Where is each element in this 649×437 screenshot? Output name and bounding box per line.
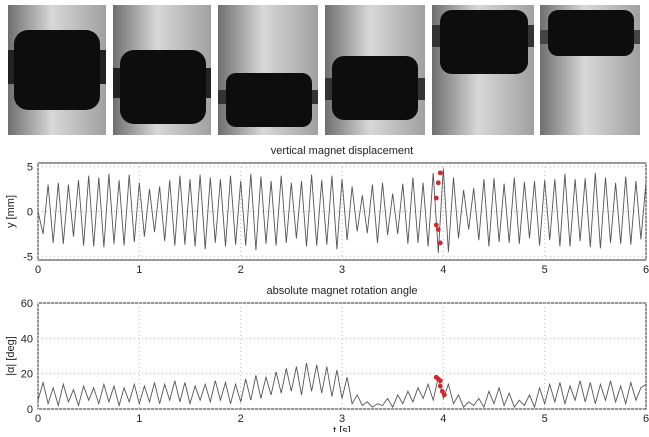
- x-tick-label: 4: [440, 413, 446, 425]
- y-tick-label: 40: [21, 333, 33, 345]
- marker-point: [441, 392, 447, 398]
- photo: [218, 5, 318, 135]
- chart-title: vertical magnet displacement: [271, 145, 413, 157]
- x-tick-label: 0: [35, 413, 41, 425]
- y-tick-label: -5: [23, 251, 33, 263]
- x-tick-label: 5: [542, 264, 548, 276]
- marker-point: [437, 378, 443, 384]
- y-tick-label: 60: [21, 298, 33, 310]
- x-tick-label: 4: [440, 264, 446, 276]
- y-tick-label: 0: [27, 207, 33, 219]
- photo-strip: [8, 5, 640, 135]
- photo: [325, 5, 425, 135]
- marker-point: [437, 240, 443, 246]
- marker-point: [439, 388, 445, 394]
- x-tick-label: 5: [542, 413, 548, 425]
- x-tick-label: 6: [643, 264, 649, 276]
- marker-point: [433, 195, 439, 201]
- photo: [113, 5, 211, 135]
- photo: [540, 5, 640, 135]
- x-tick-label: 2: [238, 413, 244, 425]
- data-line: [37, 168, 647, 253]
- x-tick-label: 0: [35, 264, 41, 276]
- x-axis-label: t [s]: [333, 425, 351, 432]
- y-axis-label: y [mm]: [5, 195, 17, 228]
- x-tick-label: 3: [339, 413, 345, 425]
- data-line: [37, 363, 647, 409]
- y-tick-label: 5: [27, 162, 33, 174]
- x-tick-label: 2: [238, 264, 244, 276]
- marker-point: [435, 180, 441, 186]
- marker-point: [437, 383, 443, 389]
- photo: [432, 5, 534, 135]
- x-tick-label: 3: [339, 264, 345, 276]
- y-tick-label: 20: [21, 369, 33, 381]
- y-axis-label: |α| [deg]: [5, 336, 17, 376]
- photo: [8, 5, 106, 135]
- x-tick-label: 1: [136, 413, 142, 425]
- y-tick-label: 0: [27, 404, 33, 416]
- x-tick-label: 1: [136, 264, 142, 276]
- marker-point: [437, 170, 443, 176]
- marker-point: [435, 227, 441, 232]
- chart-title: absolute magnet rotation angle: [266, 285, 417, 297]
- x-tick-label: 6: [643, 413, 649, 425]
- marker-point: [433, 222, 439, 228]
